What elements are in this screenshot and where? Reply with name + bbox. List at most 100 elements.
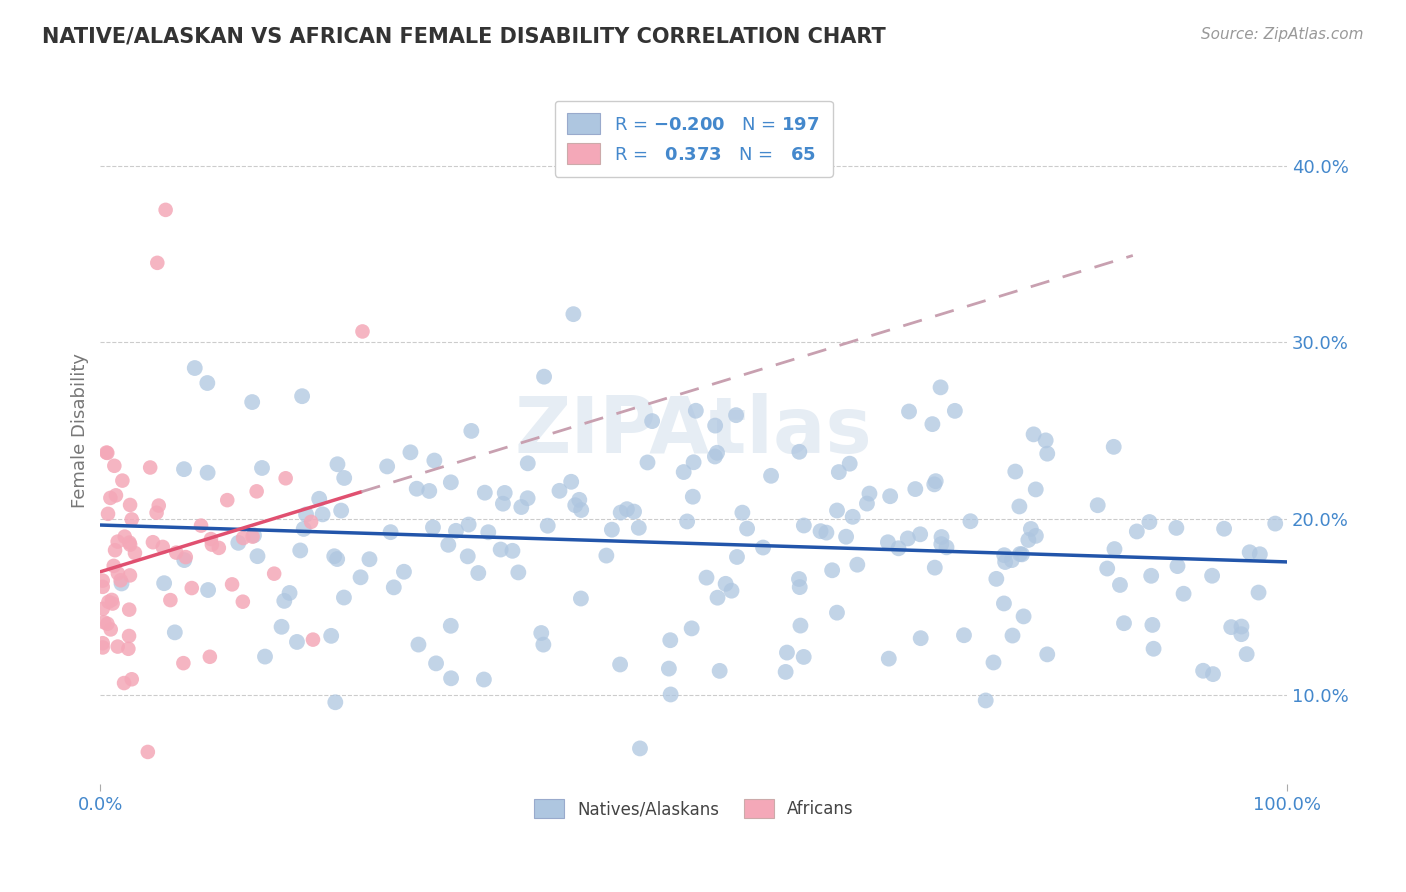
Point (1035, 434, 1057, 448)
Point (408, 638, 430, 652)
Point (752, 541, 775, 555)
Point (1230, 627, 1253, 641)
Point (672, 465, 695, 479)
Point (1239, 545, 1261, 559)
Point (793, 518, 815, 533)
Point (124, 546, 146, 560)
Point (250, 461, 273, 475)
Point (467, 566, 489, 580)
Point (118, 629, 141, 643)
Point (1001, 553, 1024, 567)
Point (825, 606, 848, 620)
Point (959, 514, 981, 528)
Point (986, 572, 1008, 586)
Point (91, 640, 114, 655)
Point (731, 506, 754, 520)
Point (548, 483, 571, 498)
Point (425, 657, 447, 671)
Point (118, 535, 141, 549)
Point (159, 593, 181, 607)
Point (924, 560, 946, 574)
Point (1139, 515, 1161, 529)
Point (440, 619, 463, 633)
Point (217, 493, 239, 508)
Point (172, 656, 194, 670)
Point (382, 580, 405, 594)
Point (983, 656, 1005, 670)
Point (232, 531, 254, 545)
Point (142, 535, 165, 549)
Point (533, 369, 555, 384)
Point (898, 404, 921, 418)
Text: NATIVE/ALASKAN VS AFRICAN FEMALE DISABILITY CORRELATION CHART: NATIVE/ALASKAN VS AFRICAN FEMALE DISABIL… (42, 27, 886, 46)
Point (423, 453, 446, 467)
Point (1236, 647, 1258, 661)
Point (1012, 609, 1035, 624)
Point (789, 580, 811, 594)
Point (195, 376, 218, 390)
Point (858, 486, 880, 500)
Point (139, 460, 162, 475)
Point (173, 553, 195, 567)
Point (299, 515, 322, 529)
Point (1008, 500, 1031, 514)
Point (97, 507, 120, 521)
Point (925, 474, 948, 488)
Point (440, 475, 463, 490)
Point (1017, 533, 1039, 547)
Point (776, 646, 799, 660)
Point (789, 618, 811, 632)
Point (146, 256, 169, 270)
Point (1247, 585, 1270, 599)
Point (422, 520, 444, 534)
Point (163, 625, 186, 640)
Point (993, 548, 1015, 562)
Point (1249, 547, 1271, 561)
Point (492, 497, 515, 511)
Point (444, 524, 467, 538)
Point (931, 537, 953, 551)
Point (1264, 516, 1286, 531)
Point (879, 489, 901, 503)
Point (180, 581, 202, 595)
Point (221, 577, 243, 591)
Point (841, 509, 863, 524)
Point (103, 558, 125, 573)
Point (530, 626, 553, 640)
Point (681, 621, 703, 635)
Point (285, 635, 308, 649)
Point (1022, 427, 1045, 442)
Point (838, 457, 860, 471)
Point (828, 465, 851, 479)
Point (323, 695, 346, 709)
Point (477, 525, 499, 540)
Point (759, 468, 782, 483)
Point (994, 555, 1017, 569)
Point (560, 475, 582, 489)
Point (112, 676, 135, 690)
Point (659, 633, 682, 648)
Point (104, 488, 127, 502)
Point (121, 512, 143, 526)
Point (1001, 629, 1024, 643)
Point (1104, 542, 1126, 557)
Point (922, 477, 945, 491)
Point (91, 580, 114, 594)
Point (321, 629, 343, 643)
Point (1008, 547, 1031, 561)
Point (1230, 619, 1253, 633)
Point (148, 499, 170, 513)
Point (352, 325, 374, 339)
Point (120, 538, 142, 552)
Point (121, 673, 143, 687)
Point (628, 741, 651, 756)
Point (623, 505, 645, 519)
Point (153, 576, 176, 591)
Point (609, 657, 631, 672)
Point (418, 483, 440, 498)
Point (904, 482, 927, 496)
Point (152, 540, 174, 554)
Point (725, 408, 748, 422)
Point (292, 522, 315, 536)
Text: ZIPAtlas: ZIPAtlas (515, 392, 873, 468)
